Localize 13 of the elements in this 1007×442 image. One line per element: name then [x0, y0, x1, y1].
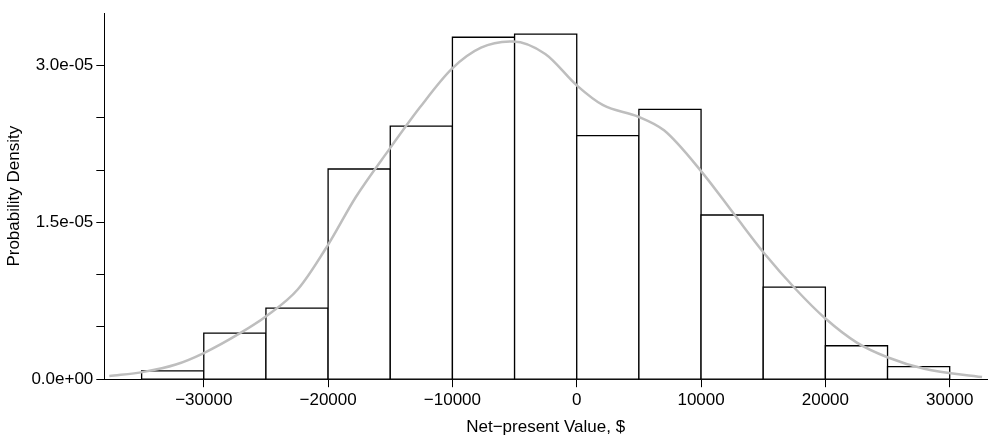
- line-series: [108, 40, 984, 379]
- y-tick-label: 0.0e+00: [31, 368, 94, 388]
- x-tick-label: 20000: [801, 390, 850, 410]
- x-tick-label: 10000: [677, 390, 725, 410]
- x-tick-label: −10000: [423, 390, 482, 410]
- y-tick-label: 1.5e-05: [35, 212, 94, 232]
- x-axis-title: Net−present Value, $: [466, 417, 626, 437]
- y-tick-label: 3.0e-05: [35, 55, 94, 75]
- y-axis-title: Probability Density: [3, 125, 23, 267]
- x-tick-label: −30000: [175, 390, 233, 410]
- x-tick-label: 0: [572, 390, 582, 410]
- x-tick-label: −20000: [299, 390, 357, 410]
- x-tick-label: 30000: [926, 390, 974, 410]
